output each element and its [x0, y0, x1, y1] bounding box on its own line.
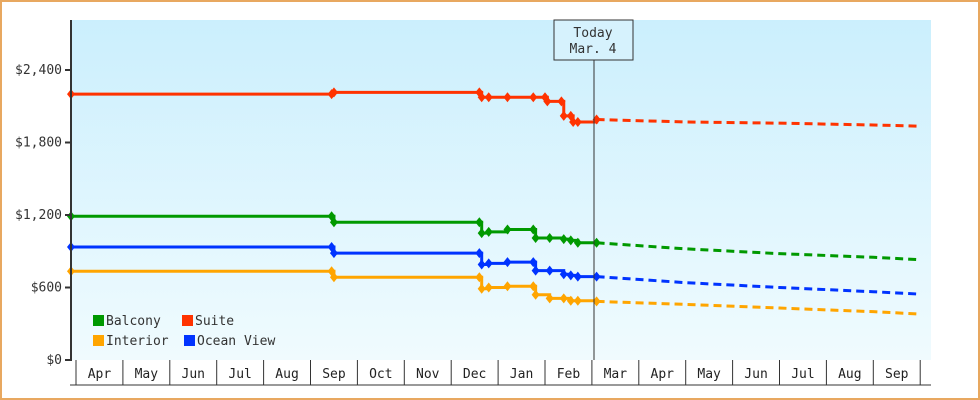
data-point-marker[interactable] — [529, 224, 538, 235]
data-point-marker[interactable] — [503, 281, 512, 292]
data-point-marker[interactable] — [475, 217, 484, 228]
data-point-marker[interactable] — [592, 114, 601, 125]
x-tick-label: Jan — [510, 367, 533, 382]
x-tick-label: Apr — [88, 367, 112, 382]
data-point-marker[interactable] — [566, 235, 575, 246]
data-point-marker[interactable] — [477, 92, 486, 103]
data-point-marker[interactable] — [484, 92, 493, 103]
data-point-marker[interactable] — [531, 232, 540, 243]
x-tick-label: Jun — [182, 367, 205, 382]
x-tick-label: Aug — [275, 367, 298, 382]
data-point-marker[interactable] — [475, 272, 484, 283]
data-point-marker[interactable] — [475, 248, 484, 259]
data-point-marker[interactable] — [559, 269, 568, 280]
data-point-marker[interactable] — [573, 271, 582, 282]
x-tick-label: Oct — [369, 367, 392, 382]
legend-swatch — [93, 335, 104, 346]
x-tick-label: Feb — [557, 367, 581, 382]
data-point-marker[interactable] — [559, 110, 568, 121]
series-interior — [67, 266, 921, 316]
data-point-marker[interactable] — [573, 295, 582, 306]
data-point-marker[interactable] — [529, 92, 538, 103]
x-tick-label: Mar — [604, 367, 628, 382]
x-tick-label: Aug — [838, 367, 861, 382]
x-tick-label: Jul — [791, 367, 814, 382]
data-point-marker[interactable] — [566, 295, 575, 306]
data-point-marker[interactable] — [477, 283, 486, 294]
data-point-marker[interactable] — [484, 226, 493, 237]
x-tick-label: Apr — [651, 367, 675, 382]
today-callout — [553, 19, 634, 61]
x-tick-label: Jul — [228, 367, 251, 382]
data-point-marker[interactable] — [477, 228, 486, 239]
data-point-marker[interactable] — [559, 293, 568, 304]
today-label: Today — [573, 26, 612, 41]
x-tick-label: Sep — [885, 367, 909, 382]
data-point-marker[interactable] — [503, 224, 512, 235]
data-point-marker[interactable] — [484, 282, 493, 293]
x-tick-label: May — [697, 367, 721, 382]
data-point-marker[interactable] — [531, 289, 540, 300]
x-tick-label: Dec — [463, 367, 486, 382]
x-tick-label: May — [135, 367, 159, 382]
data-point-marker[interactable] — [329, 248, 338, 259]
legend-swatch — [182, 315, 193, 326]
y-tick-label: $1,800 — [15, 136, 62, 151]
legend: Balcony Suite Interior Ocean View — [93, 314, 275, 349]
data-point-marker[interactable] — [503, 92, 512, 103]
data-point-marker[interactable] — [557, 96, 566, 107]
series-suite — [67, 87, 921, 128]
series-balcony — [67, 211, 921, 262]
data-point-marker[interactable] — [329, 272, 338, 283]
y-tick-label: $0 — [46, 353, 62, 368]
data-point-marker[interactable] — [531, 265, 540, 276]
data-point-marker[interactable] — [477, 259, 486, 270]
data-point-marker[interactable] — [592, 296, 601, 307]
legend-label: Interior — [106, 334, 169, 349]
data-point-marker[interactable] — [503, 257, 512, 268]
data-point-marker[interactable] — [529, 257, 538, 268]
today-date: Mar. 4 — [570, 42, 617, 57]
legend-label: Ocean View — [197, 334, 275, 349]
data-point-marker[interactable] — [484, 258, 493, 269]
plot-area — [72, 20, 931, 360]
data-point-marker[interactable] — [529, 281, 538, 292]
data-point-marker[interactable] — [329, 87, 338, 98]
today-marker: Today Mar. 4 — [553, 19, 634, 360]
data-point-marker[interactable] — [569, 116, 578, 127]
y-tick-label: $2,400 — [15, 63, 62, 78]
x-tick-label: Jun — [744, 367, 767, 382]
data-point-marker[interactable] — [329, 217, 338, 228]
data-point-marker[interactable] — [545, 265, 554, 276]
data-point-marker[interactable] — [559, 234, 568, 245]
data-point-marker[interactable] — [545, 293, 554, 304]
legend-label: Balcony — [106, 314, 161, 329]
legend-swatch — [184, 335, 195, 346]
data-point-marker[interactable] — [543, 96, 552, 107]
data-point-marker[interactable] — [592, 271, 601, 282]
legend-label: Suite — [195, 314, 234, 329]
legend-swatch — [93, 315, 104, 326]
x-tick-label: Sep — [322, 367, 346, 382]
series-ocean-view — [67, 242, 921, 296]
x-axis: Apr May Jun Jul Aug Sep Oct Nov Dec Jan Feb Mar Apr M… — [70, 360, 931, 386]
x-tick-label: Nov — [416, 367, 440, 382]
y-tick-label: $600 — [31, 281, 62, 296]
y-tick-label: $1,200 — [15, 208, 62, 223]
data-point-marker[interactable] — [545, 232, 554, 243]
data-point-marker[interactable] — [592, 237, 601, 248]
data-point-marker[interactable] — [573, 116, 582, 127]
data-point-marker[interactable] — [566, 270, 575, 281]
y-axis: $0 $600 $1,200 $1,800 $2,400 — [15, 20, 72, 368]
data-point-marker[interactable] — [573, 237, 582, 248]
series-layer — [67, 87, 921, 316]
